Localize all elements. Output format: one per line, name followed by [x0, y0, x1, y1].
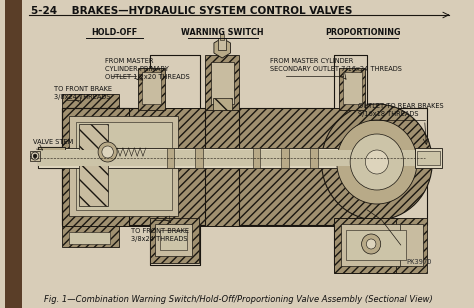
Bar	[142, 72, 161, 104]
Circle shape	[33, 154, 37, 158]
Bar	[28, 42, 448, 277]
Bar	[38, 147, 64, 165]
Bar	[339, 68, 365, 110]
Text: TO FRONT BRAKE
3/8x24 THREADS: TO FRONT BRAKE 3/8x24 THREADS	[54, 86, 112, 100]
Bar	[62, 225, 119, 247]
Text: 5-24    BRAKES—HYDRAULIC SYSTEM CONTROL VALVES: 5-24 BRAKES—HYDRAULIC SYSTEM CONTROL VAL…	[31, 6, 353, 16]
Bar	[310, 148, 318, 168]
Bar	[69, 116, 178, 216]
Text: PROPORTIONING: PROPORTIONING	[325, 28, 401, 37]
Bar	[343, 72, 362, 104]
Bar	[341, 224, 411, 266]
Text: HOLD-OFF: HOLD-OFF	[91, 28, 137, 37]
Circle shape	[337, 120, 417, 204]
Bar	[138, 68, 165, 110]
Bar	[69, 232, 109, 244]
Polygon shape	[214, 38, 230, 58]
Circle shape	[362, 234, 381, 254]
Bar	[150, 218, 199, 263]
Bar	[219, 38, 226, 50]
Bar	[160, 230, 187, 250]
Circle shape	[98, 142, 117, 162]
Bar	[213, 98, 232, 110]
Bar	[30, 151, 40, 161]
Bar	[417, 151, 440, 165]
Circle shape	[102, 146, 113, 158]
Circle shape	[31, 152, 39, 160]
Bar	[155, 224, 191, 256]
Bar	[4, 0, 22, 308]
Bar	[346, 230, 406, 260]
Text: OUTLET TO REAR BRAKES
9/16x18 THREADS: OUTLET TO REAR BRAKES 9/16x18 THREADS	[358, 103, 443, 117]
Bar	[62, 94, 119, 110]
Bar	[211, 62, 234, 104]
Bar	[62, 108, 367, 226]
Bar	[396, 218, 427, 273]
Bar	[220, 34, 224, 40]
Text: FROM MASTER
CYLINDER PRIMARY
OUTLET 1/2x20 THREADS: FROM MASTER CYLINDER PRIMARY OUTLET 1/2x…	[105, 58, 190, 80]
Bar	[282, 148, 289, 168]
Bar	[195, 148, 203, 168]
Text: Fig. 1—Combination Warning Switch/Hold-Off/Proportioning Valve Assembly (Section: Fig. 1—Combination Warning Switch/Hold-O…	[44, 294, 433, 303]
Bar	[415, 148, 442, 168]
Circle shape	[365, 150, 388, 174]
Bar	[62, 108, 186, 226]
Circle shape	[366, 239, 376, 249]
Bar	[76, 122, 172, 210]
Bar	[334, 218, 418, 273]
Circle shape	[350, 134, 404, 190]
Circle shape	[321, 104, 432, 220]
Text: PK397D: PK397D	[407, 259, 432, 265]
Text: WARNING SWITCH: WARNING SWITCH	[181, 28, 264, 37]
Bar	[38, 148, 415, 168]
Bar	[205, 55, 239, 110]
Bar	[400, 224, 423, 266]
Bar	[79, 124, 108, 206]
Bar	[38, 150, 415, 166]
Bar	[167, 148, 174, 168]
Text: TO FRONT BRAKE
3/8x24 THREADS: TO FRONT BRAKE 3/8x24 THREADS	[130, 228, 189, 242]
Text: FROM MASTER CYLINDER
SECONDARY OUTLET 7/16x24 THREADS: FROM MASTER CYLINDER SECONDARY OUTLET 7/…	[270, 58, 402, 72]
Bar	[253, 148, 260, 168]
Text: VALVE STEM: VALVE STEM	[33, 139, 73, 145]
